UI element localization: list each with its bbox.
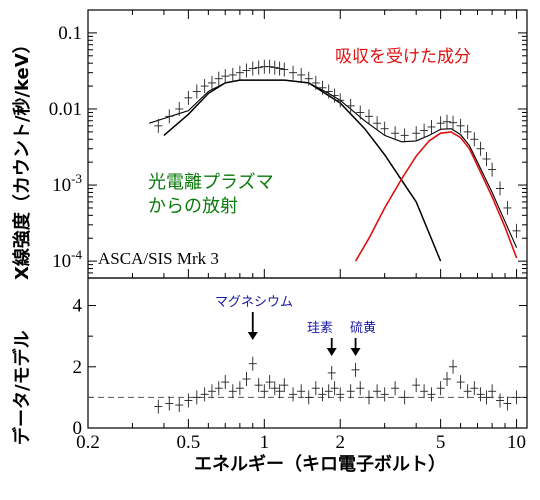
- absorbed-model-line: [354, 131, 518, 262]
- source-label: ASCA/SIS Mrk 3: [98, 249, 219, 268]
- y-tick-label-ratio: 2: [73, 357, 83, 378]
- absorbed-component-label: 吸収を受けた成分: [335, 47, 471, 67]
- ratio-panel: 0.2 0.5 1 2 5 10 0 2 4: [73, 277, 528, 453]
- photoionized-label-line1: 光電離プラズマ: [148, 172, 274, 193]
- x-axis-title: エネルギー（キロ電子ボルト）: [194, 454, 446, 475]
- y-tick-label-spectrum: 10-4: [52, 247, 82, 272]
- photoionized-label-line2: からの放射: [148, 196, 238, 217]
- x-tick-label: 0.2: [76, 432, 100, 453]
- feature-label-silicon: 珪素: [307, 321, 333, 336]
- photoionized-model-line: [163, 79, 442, 262]
- feature-label-magnesium: マグネシウム: [215, 295, 293, 310]
- x-tick-label: 10: [507, 432, 526, 453]
- spectrum-marks: [149, 59, 521, 262]
- y-tick-label-spectrum: 0.01: [49, 99, 82, 120]
- x-tick-label: 5: [436, 432, 446, 453]
- ratio-frame: [87, 277, 528, 429]
- x-tick-label: 0.5: [177, 432, 201, 453]
- y-tick-label-ratio: 0: [73, 418, 83, 439]
- x-tick-label: 1: [260, 432, 270, 453]
- feature-arrow-head: [247, 332, 258, 340]
- feature-arrow-head: [350, 348, 361, 356]
- y-axis-title-ratio: データ/モデル: [11, 330, 33, 445]
- y-axis-title-spectrum: X線強度（カウント/秒/keV）: [11, 35, 33, 280]
- y-tick-label-spectrum: 0.1: [58, 23, 82, 44]
- feature-arrow-head: [326, 348, 337, 356]
- total-model-line: [149, 79, 518, 248]
- x-tick-label: 2: [335, 432, 345, 453]
- y-tick-label-spectrum: 10-3: [52, 171, 82, 196]
- feature-label-sulfur: 硫黄: [350, 321, 376, 336]
- y-tick-label-ratio: 4: [73, 296, 83, 317]
